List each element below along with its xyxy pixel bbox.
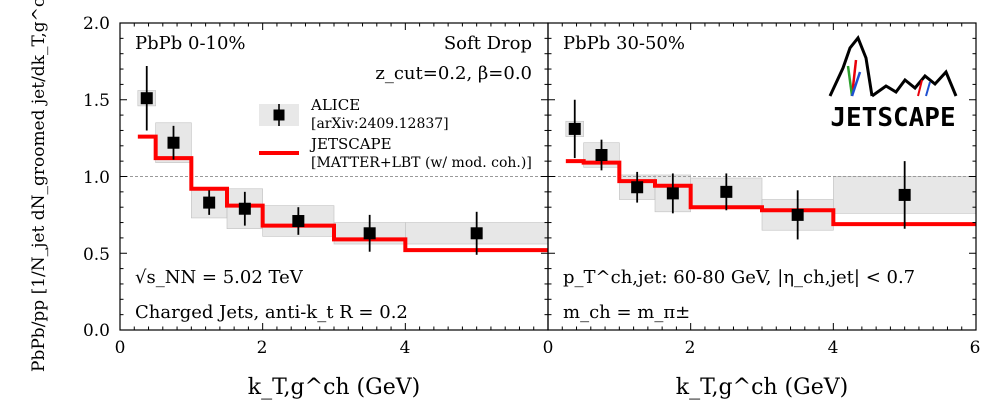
- alice-data-point: [666, 187, 679, 200]
- legend-alice-marker: [273, 109, 285, 121]
- right-panel-syst-boxes: [565, 120, 977, 231]
- alice-data-point: [631, 181, 644, 194]
- y-tick-label: 0.5: [83, 245, 110, 265]
- alice-data-point: [470, 227, 483, 240]
- x-tick-label: 0: [115, 338, 126, 358]
- centrality-label-right: PbPb 30-50%: [563, 33, 685, 54]
- alice-data-point: [238, 202, 251, 215]
- y-tick-label: 0.0: [83, 321, 110, 341]
- x-axis-label-right: k_T,g^ch (GeV): [676, 375, 848, 400]
- alice-data-point: [720, 185, 733, 198]
- x-tick-label: 2: [685, 338, 696, 358]
- y-tick-label: 1.0: [83, 168, 110, 188]
- x-tick-label: 2: [257, 338, 268, 358]
- energy-label: √s_NN = 5.02 TeV: [135, 267, 304, 288]
- logo-blue-track-small: [925, 81, 931, 97]
- left-panel-alice-points: [140, 65, 483, 255]
- legend-jetscape-model: [MATTER+LBT (w/ mod. coh.)]: [311, 155, 532, 171]
- legend-jetscape-label: JETSCAPE: [309, 135, 392, 153]
- x-tick-label: 4: [400, 338, 411, 358]
- alice-data-point: [203, 196, 216, 209]
- axis-ticks: [119, 22, 977, 331]
- jet-kinematics-label: p_T^ch,jet: 60-80 GeV, |η_ch,jet| < 0.7: [563, 267, 915, 288]
- y-tick-label: 2.0: [83, 14, 110, 34]
- alice-data-point: [292, 215, 305, 228]
- logo-red-track: [850, 59, 858, 97]
- x-tick-label: 0: [543, 338, 554, 358]
- alice-data-point: [898, 188, 911, 201]
- alice-data-point: [595, 149, 608, 162]
- logo-wordmark: JETSCAPE: [830, 103, 955, 133]
- alice-data-point: [167, 136, 180, 149]
- alice-data-point: [140, 92, 153, 105]
- centrality-label-left: PbPb 0-10%: [135, 33, 246, 54]
- alice-data-point: [791, 208, 804, 221]
- legend: ALICE [arXiv:2409.12837] JETSCAPE [MATTE…: [259, 96, 532, 171]
- logo-red-track-small: [917, 79, 923, 97]
- legend-alice-ref: [arXiv:2409.12837]: [311, 116, 449, 132]
- jet-definition-label: Charged Jets, anti-k_t R = 0.2: [135, 302, 408, 323]
- logo-blue-track: [850, 71, 862, 97]
- logo-green-track: [846, 65, 854, 97]
- alice-data-point: [568, 122, 581, 135]
- soft-drop-label: Soft Drop: [444, 33, 532, 54]
- logo-peak-outline: [828, 35, 874, 97]
- y-tick-label: 1.5: [83, 91, 110, 111]
- logo-skyline: [871, 69, 958, 98]
- y-axis-label: PbPb/pp [1/N_jet dN_groomed jet/dk_T,g^c…: [29, 0, 49, 372]
- mass-hypothesis-label: m_ch = m_π±: [563, 302, 690, 323]
- legend-alice-label: ALICE: [310, 96, 360, 114]
- right-panel-alice-points: [568, 99, 911, 240]
- alice-data-point: [363, 227, 376, 240]
- grooming-params-label: z_cut=0.2, β=0.0: [375, 63, 532, 84]
- x-tick-label: 4: [828, 338, 839, 358]
- x-tick-label: 6: [970, 338, 981, 358]
- x-axis-label-left: k_T,g^ch (GeV): [248, 375, 420, 400]
- jetscape-logo: JETSCAPE: [828, 35, 958, 133]
